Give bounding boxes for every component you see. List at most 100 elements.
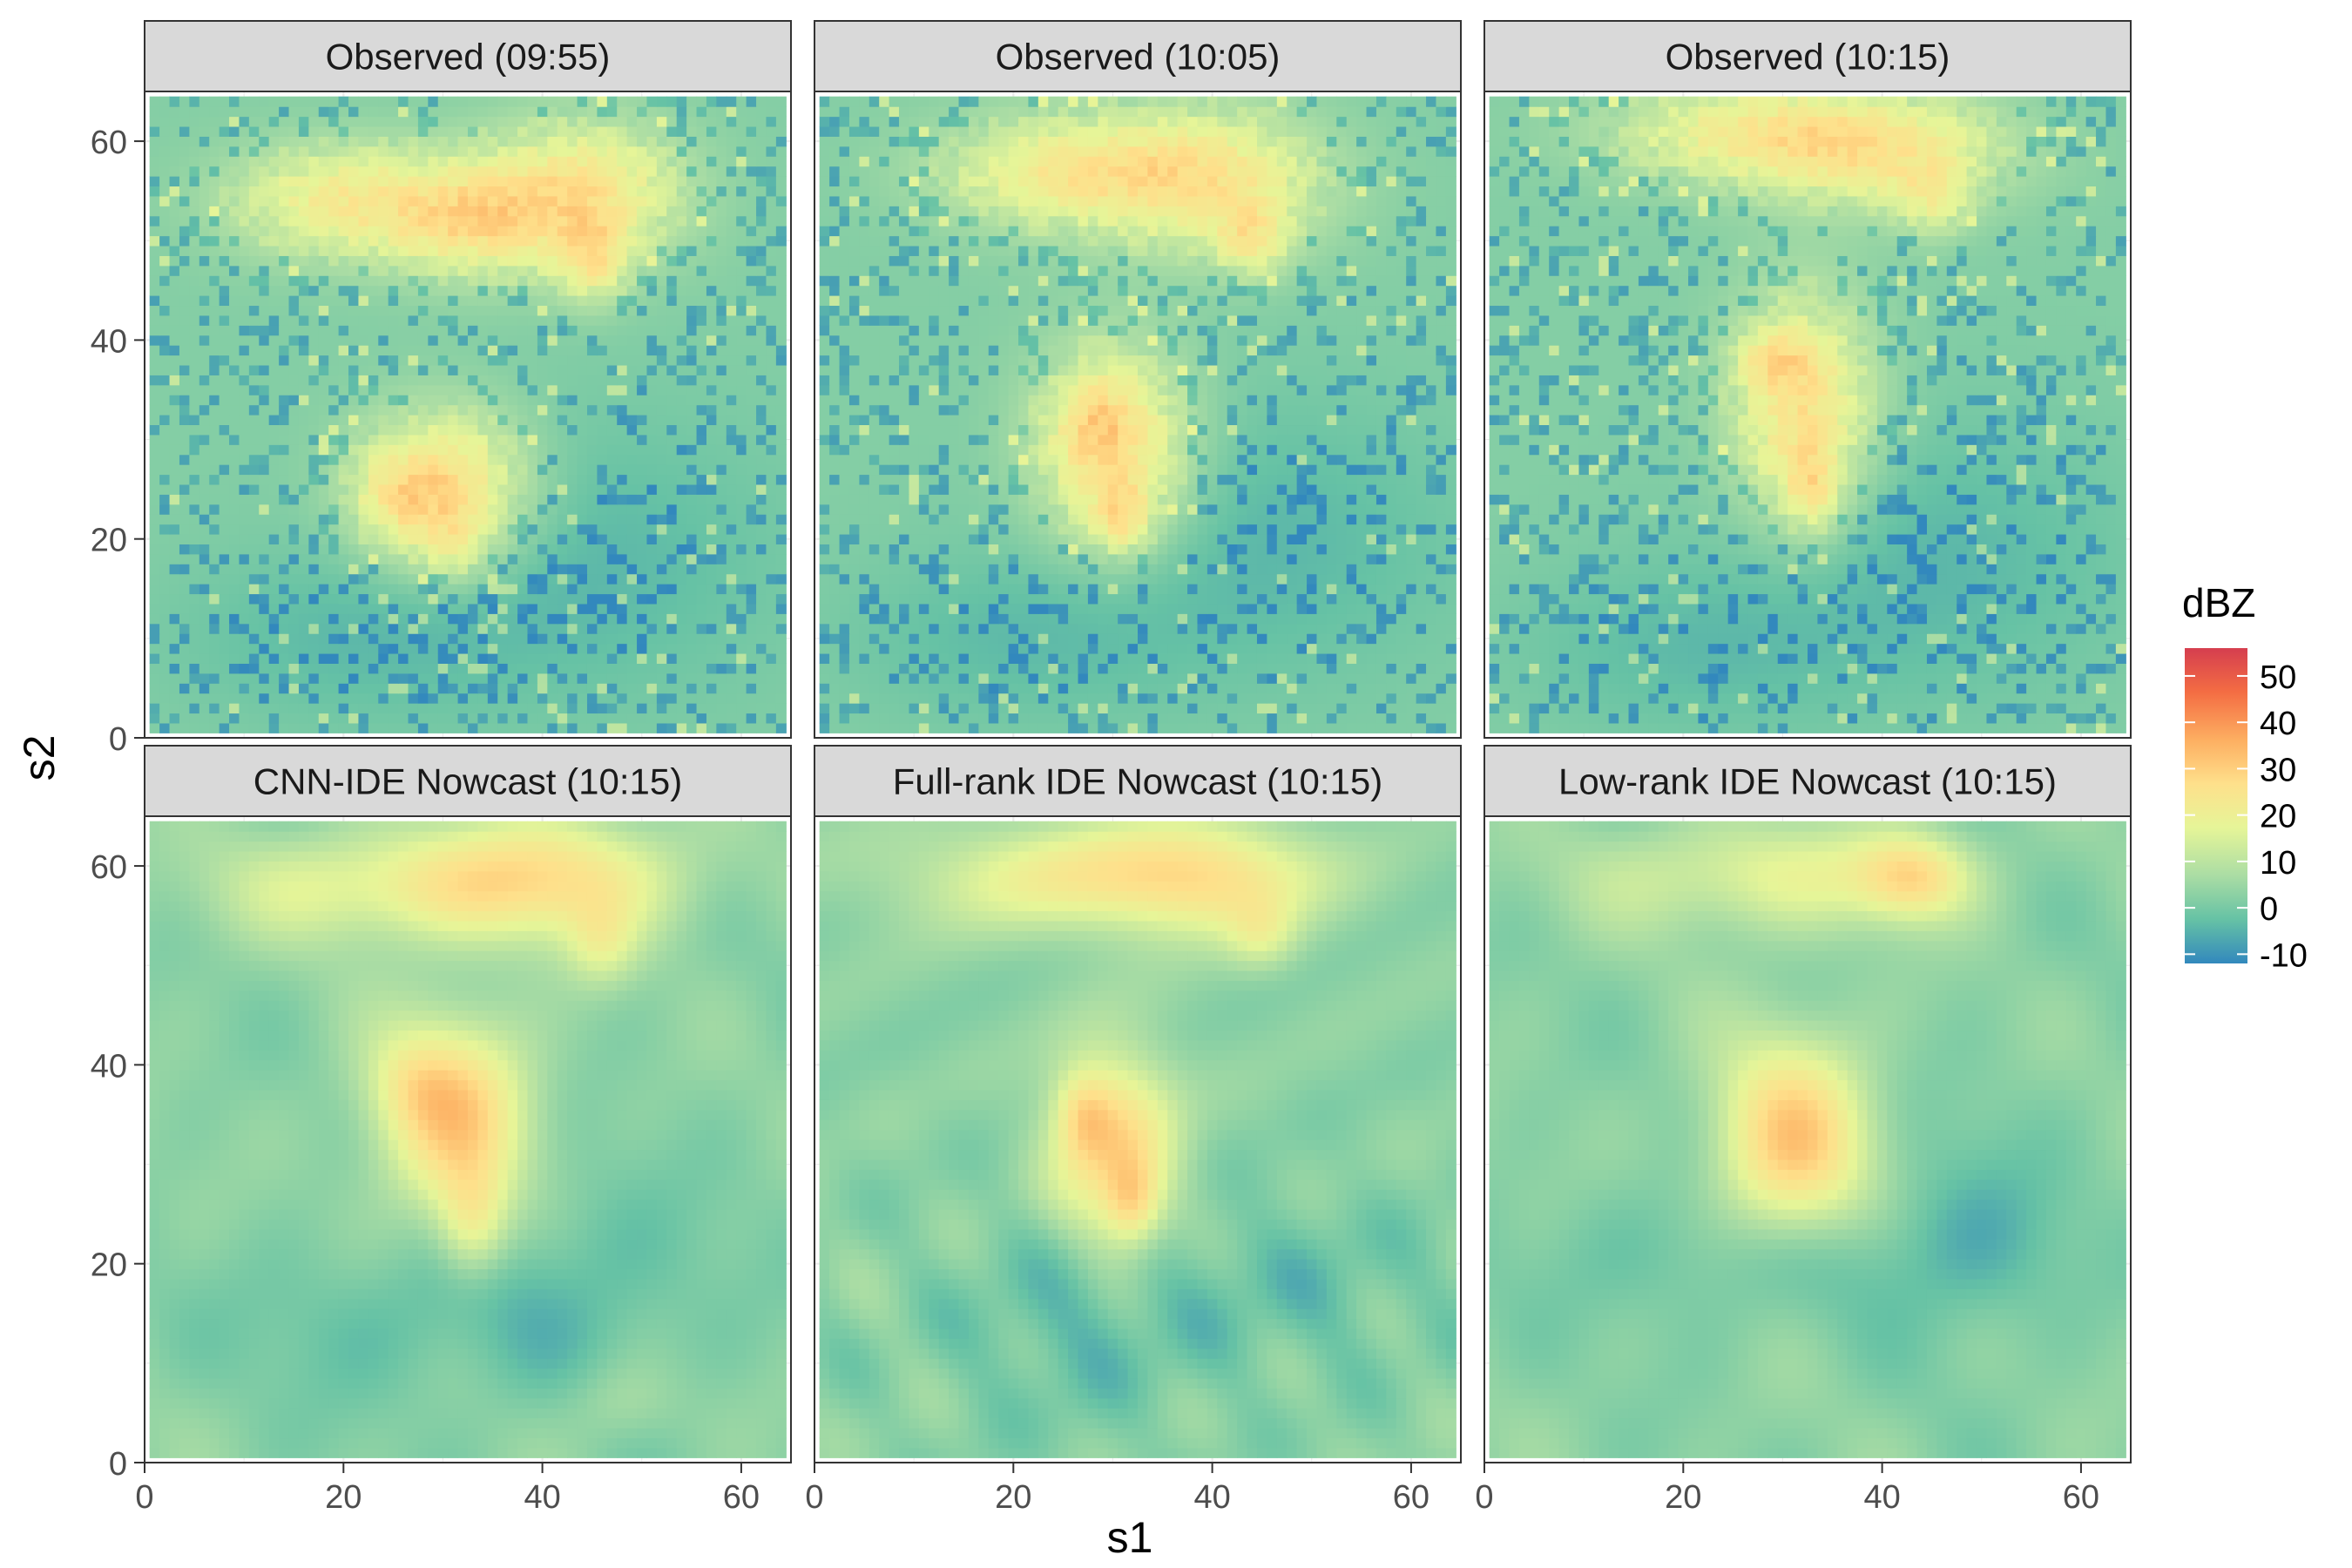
heatmap-cell xyxy=(747,335,757,346)
heatmap-cell xyxy=(706,117,717,127)
heatmap-cell xyxy=(756,325,767,335)
heatmap-cell xyxy=(637,683,647,693)
heatmap-cell xyxy=(666,534,677,544)
heatmap-cell xyxy=(617,97,627,107)
heatmap-cell xyxy=(959,644,970,654)
heatmap-cell xyxy=(517,584,528,594)
heatmap-cell xyxy=(558,335,568,346)
heatmap-cell xyxy=(170,375,180,385)
heatmap-cell xyxy=(558,136,568,146)
heatmap-cell xyxy=(766,713,776,723)
heatmap-cell xyxy=(1197,703,1207,713)
heatmap-cell xyxy=(1237,613,1247,624)
heatmap-cell xyxy=(646,266,657,276)
heatmap-cell xyxy=(477,663,488,673)
heatmap-cell xyxy=(1406,604,1416,614)
heatmap-cell xyxy=(889,663,900,673)
heatmap-cell xyxy=(567,613,578,624)
heatmap-cell xyxy=(587,236,598,247)
heatmap-cell xyxy=(1048,673,1058,684)
heatmap-cell xyxy=(150,255,160,266)
heatmap-cell xyxy=(1158,693,1168,704)
heatmap-cell xyxy=(727,693,737,704)
heatmap-cell xyxy=(179,315,190,326)
heatmap-cell xyxy=(959,673,970,684)
heatmap-cell xyxy=(567,106,578,117)
heatmap-cell xyxy=(627,335,638,346)
heatmap-cell xyxy=(239,405,249,416)
heatmap-cell xyxy=(840,624,850,634)
heatmap-cell xyxy=(229,604,240,614)
heatmap-cell xyxy=(736,206,747,216)
heatmap-cell xyxy=(428,126,438,137)
heatmap-cell xyxy=(328,554,339,564)
heatmap-cell xyxy=(1316,663,1327,673)
heatmap-cell xyxy=(289,514,300,524)
heatmap-cell xyxy=(686,295,697,306)
heatmap-cell xyxy=(607,146,618,157)
heatmap-cell xyxy=(1316,673,1327,684)
heatmap-cell xyxy=(829,723,840,733)
heatmap-cell xyxy=(657,455,667,465)
heatmap-cell xyxy=(398,713,409,723)
heatmap-cell xyxy=(666,653,677,664)
heatmap-cell xyxy=(398,186,409,196)
heatmap-cell xyxy=(1058,703,1069,713)
heatmap-cell xyxy=(587,97,598,107)
heatmap-cell xyxy=(508,196,518,206)
heatmap-cell xyxy=(959,683,970,693)
heatmap-cell xyxy=(508,246,518,256)
heatmap-cell xyxy=(458,166,469,177)
heatmap-cell xyxy=(607,106,618,117)
heatmap-cell xyxy=(508,444,518,455)
heatmap-cell xyxy=(259,534,269,544)
heatmap-cell xyxy=(706,633,717,644)
heatmap-cell xyxy=(220,186,230,196)
heatmap-cell xyxy=(666,226,677,236)
heatmap-cell xyxy=(766,395,776,405)
heatmap-cell xyxy=(1048,713,1058,723)
heatmap-cell xyxy=(289,693,300,704)
heatmap-cell xyxy=(527,266,537,276)
heatmap-cell xyxy=(1386,653,1396,664)
heatmap-cell xyxy=(409,544,419,554)
heatmap-cell xyxy=(587,286,598,296)
heatmap-cell xyxy=(209,375,220,385)
heatmap-cell xyxy=(859,703,869,713)
heatmap-cell xyxy=(150,653,160,664)
heatmap-cell xyxy=(1038,723,1049,733)
heatmap-cell xyxy=(578,683,588,693)
heatmap-cell xyxy=(398,424,409,435)
heatmap-cell xyxy=(229,375,240,385)
heatmap-cell xyxy=(998,663,1009,673)
heatmap-cell xyxy=(348,236,359,247)
heatmap-cell xyxy=(1187,663,1198,673)
heatmap-cell xyxy=(646,166,657,177)
heatmap-cell xyxy=(259,385,269,395)
heatmap-cell xyxy=(448,206,458,216)
heatmap-cell xyxy=(488,305,498,315)
heatmap-cell xyxy=(368,673,379,684)
heatmap-cell xyxy=(508,424,518,435)
heatmap-cell xyxy=(727,275,737,286)
heatmap-cell xyxy=(458,683,469,693)
heatmap-cell xyxy=(1009,653,1019,664)
heatmap-cell xyxy=(1178,593,1188,604)
heatmap-cell xyxy=(508,504,518,515)
heatmap-cell xyxy=(527,156,537,166)
heatmap-cell xyxy=(537,673,548,684)
heatmap-cell xyxy=(517,663,528,673)
heatmap-cell xyxy=(587,365,598,375)
heatmap-cell xyxy=(348,255,359,266)
heatmap-cell xyxy=(229,554,240,564)
heatmap-cell xyxy=(627,574,638,585)
heatmap-cell xyxy=(1336,723,1347,733)
heatmap-cell xyxy=(438,683,449,693)
heatmap-cell xyxy=(468,255,478,266)
heatmap-cell xyxy=(319,255,329,266)
heatmap-cell xyxy=(517,703,528,713)
heatmap-cell xyxy=(348,534,359,544)
heatmap-cell xyxy=(706,305,717,315)
heatmap-cell xyxy=(418,365,429,375)
